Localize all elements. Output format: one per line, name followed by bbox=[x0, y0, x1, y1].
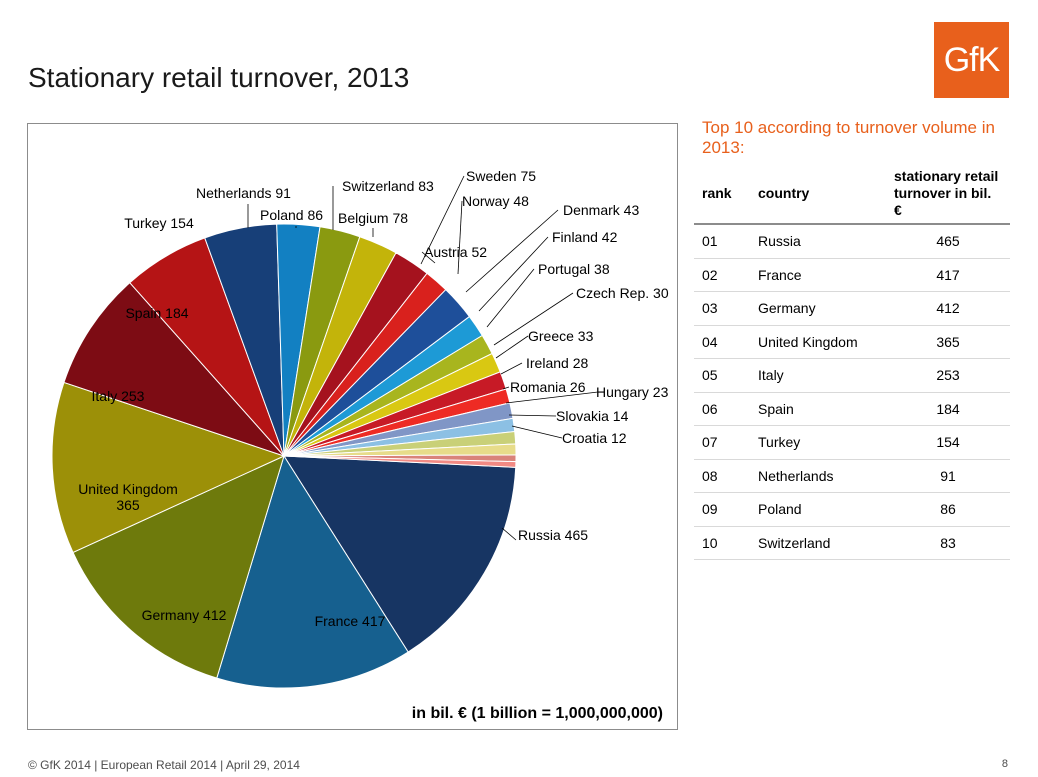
rank-cell: 02 bbox=[694, 258, 750, 292]
rank-cell: 03 bbox=[694, 291, 750, 326]
country-cell: Netherlands bbox=[750, 459, 886, 493]
slice-label: Portugal 38 bbox=[538, 261, 610, 277]
slice-label: Germany 412 bbox=[142, 607, 227, 623]
turnover-cell: 365 bbox=[886, 325, 1010, 359]
country-cell: Turkey bbox=[750, 425, 886, 460]
slice-label: Slovakia 14 bbox=[556, 408, 629, 424]
table-row: 08 Netherlands 91 bbox=[694, 459, 1010, 493]
slice-label: Croatia 12 bbox=[562, 430, 627, 446]
slice-label: Poland 86 bbox=[260, 207, 323, 223]
leader-line bbox=[495, 335, 529, 359]
table-row: 09 Poland 86 bbox=[694, 492, 1010, 527]
slice-label: Greece 33 bbox=[528, 328, 594, 344]
country-cell: United Kingdom bbox=[750, 325, 886, 359]
leader-line bbox=[501, 527, 517, 541]
top10-header-row: rank country stationary retail turnover … bbox=[694, 163, 1010, 225]
pie-chart-panel: Russia 465 France 417 Germany 412 United Ki… bbox=[27, 123, 678, 730]
slice-label: France 417 bbox=[315, 613, 386, 629]
column-header-rank: rank bbox=[694, 163, 750, 225]
slice-label: Turkey 154 bbox=[124, 215, 194, 231]
column-header-country: country bbox=[750, 163, 886, 225]
slice-label: Netherlands 91 bbox=[196, 185, 291, 201]
table-row: 06 Spain 184 bbox=[694, 392, 1010, 426]
table-row: 10 Switzerland 83 bbox=[694, 526, 1010, 560]
rank-cell: 06 bbox=[694, 392, 750, 426]
slice-label: Finland 42 bbox=[552, 229, 618, 245]
slice-label: Italy 253 bbox=[92, 388, 145, 404]
pie-slice-italy bbox=[63, 281, 286, 458]
slice-label: Ireland 28 bbox=[526, 355, 588, 371]
leader-line bbox=[478, 236, 549, 312]
slice-label: Switzerland 83 bbox=[342, 178, 434, 194]
leader-line bbox=[511, 425, 563, 439]
turnover-cell: 412 bbox=[886, 291, 1010, 326]
slice-label: Austria 52 bbox=[424, 244, 487, 260]
turnover-cell: 91 bbox=[886, 459, 1010, 493]
unit-note: in bil. € (1 billion = 1,000,000,000) bbox=[411, 705, 663, 722]
table-row: 02 France 417 bbox=[694, 258, 1010, 292]
turnover-cell: 417 bbox=[886, 258, 1010, 292]
table-row: 03 Germany 412 bbox=[694, 291, 1010, 326]
leader-line bbox=[457, 200, 463, 275]
page-title: Stationary retail turnover, 2013 bbox=[28, 62, 410, 93]
rank-cell: 05 bbox=[694, 358, 750, 393]
table-row: 05 Italy 253 bbox=[694, 358, 1010, 393]
country-cell: Switzerland bbox=[750, 526, 886, 560]
slice-label: Norway 48 bbox=[462, 193, 529, 209]
page-number: 8 bbox=[1001, 758, 1008, 770]
turnover-cell: 184 bbox=[886, 392, 1010, 426]
rank-cell: 10 bbox=[694, 526, 750, 560]
turnover-cell: 83 bbox=[886, 526, 1010, 560]
pie-chart: Russia 465 France 417 Germany 412 United Ki… bbox=[51, 168, 669, 689]
leader-line bbox=[502, 386, 510, 390]
pie-slice-france bbox=[216, 454, 409, 689]
table-row: 04 United Kingdom 365 bbox=[694, 325, 1010, 359]
slice-label: Romania 26 bbox=[510, 379, 586, 395]
pie-slice-croatia bbox=[283, 455, 517, 468]
column-header-turnover: stationary retail turnover in bil. € bbox=[886, 163, 1010, 225]
country-cell: Italy bbox=[750, 358, 886, 393]
pie-slice-united-kingdom bbox=[51, 381, 286, 554]
country-cell: Germany bbox=[750, 291, 886, 326]
country-cell: Spain bbox=[750, 392, 886, 426]
rank-cell: 01 bbox=[694, 224, 750, 259]
slice-label: Sweden 75 bbox=[466, 168, 536, 184]
leader-line bbox=[421, 251, 436, 264]
slice-label: Czech Rep. 30 bbox=[576, 285, 669, 301]
country-cell: France bbox=[750, 258, 886, 292]
pie-slice-russia bbox=[283, 455, 517, 653]
leader-line bbox=[500, 362, 523, 375]
rank-cell: 07 bbox=[694, 425, 750, 460]
table-row: 01 Russia 465 bbox=[694, 224, 1010, 259]
pie-slice-germany bbox=[72, 455, 285, 679]
leader-line bbox=[465, 209, 559, 293]
rank-cell: 04 bbox=[694, 325, 750, 359]
top10-heading: Top 10 according to turnover volume in 2… bbox=[702, 118, 995, 157]
leader-line bbox=[493, 292, 574, 346]
rank-cell: 09 bbox=[694, 492, 750, 527]
slice-label: Belgium 78 bbox=[338, 210, 408, 226]
leader-line bbox=[508, 414, 557, 417]
country-cell: Poland bbox=[750, 492, 886, 527]
leader-line bbox=[486, 268, 535, 328]
leader-line bbox=[420, 175, 465, 265]
country-cell: Russia bbox=[750, 224, 886, 259]
slice-label: Spain 184 bbox=[125, 305, 188, 321]
turnover-cell: 86 bbox=[886, 492, 1010, 527]
slice-label: Russia 465 bbox=[518, 527, 588, 543]
footer-text: © GfK 2014 | European Retail 2014 | Apri… bbox=[28, 758, 300, 772]
rank-cell: 08 bbox=[694, 459, 750, 493]
slice-label: Hungary 23 bbox=[596, 384, 669, 400]
slice-label: Denmark 43 bbox=[563, 202, 639, 218]
top10-table: rank country stationary retail turnover … bbox=[694, 163, 1010, 560]
table-row: 07 Turkey 154 bbox=[694, 425, 1010, 460]
turnover-cell: 154 bbox=[886, 425, 1010, 460]
turnover-cell: 253 bbox=[886, 358, 1010, 393]
slice-label: United Kingdom 365 bbox=[78, 481, 178, 513]
leader-line bbox=[505, 391, 599, 404]
gfk-logo: GfK bbox=[934, 22, 1009, 98]
turnover-cell: 465 bbox=[886, 224, 1010, 259]
